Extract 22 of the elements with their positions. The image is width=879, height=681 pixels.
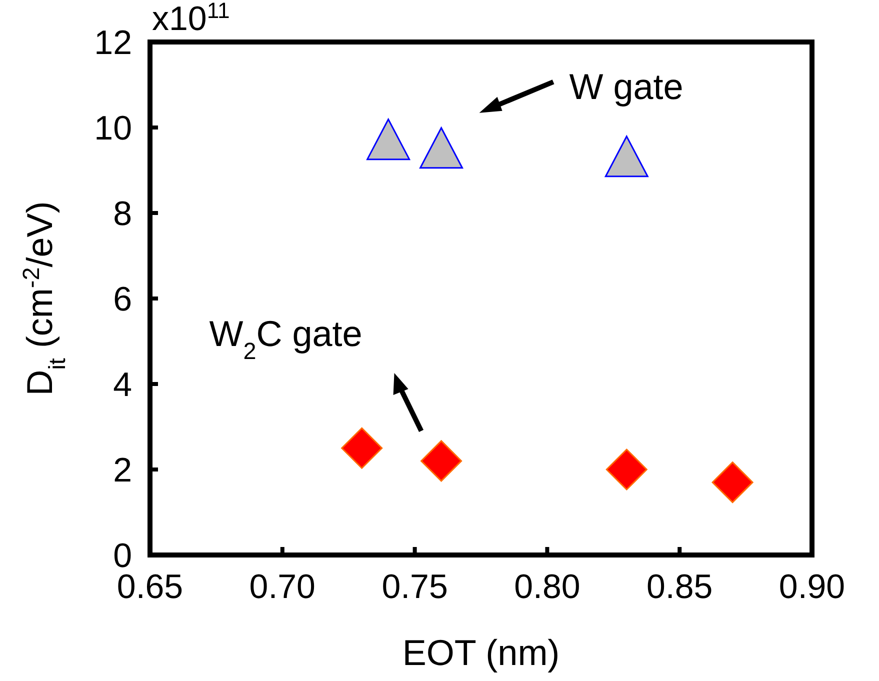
- point: [420, 127, 464, 169]
- y-tick-label: 12: [94, 24, 132, 62]
- text: x10$^{11}$: [152, 0, 230, 38]
- y-tick-label: 2: [113, 452, 132, 490]
- x-tick-label: 0.75: [382, 568, 448, 606]
- x-tick-label: 0.70: [249, 568, 316, 606]
- series-label: W gate: [569, 66, 684, 107]
- x-tick-label: 0.85: [646, 568, 713, 606]
- point: [712, 462, 754, 504]
- point: [606, 448, 648, 490]
- point: [604, 136, 648, 178]
- x-tick-label: 0.90: [778, 568, 846, 606]
- point: [341, 427, 383, 469]
- x-tick-label: 0.80: [514, 568, 580, 606]
- y-tick-label: 4: [113, 366, 132, 404]
- point: [420, 440, 462, 482]
- series-label: W$_{2}$C gate: [209, 312, 362, 364]
- y-tick-label: 8: [113, 195, 132, 233]
- y-tick-label: 10: [94, 110, 132, 148]
- y-tick-label: 6: [113, 280, 132, 318]
- x-axis-title: EOT (nm): [402, 632, 560, 673]
- point: [366, 118, 410, 160]
